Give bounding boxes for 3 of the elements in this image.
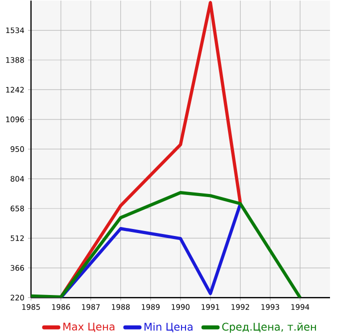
legend-label: Сред.Цена, т.йен [222, 322, 316, 333]
legend-label: Min Цена [144, 322, 192, 332]
legend-label: Max Цена [63, 322, 114, 332]
